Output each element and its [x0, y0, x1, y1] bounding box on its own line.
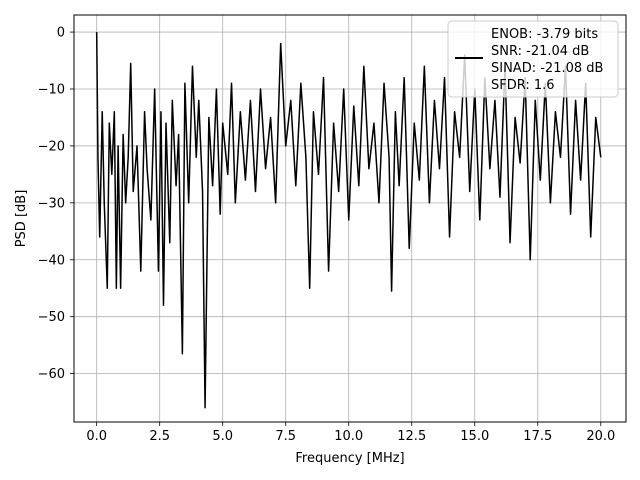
y-tick-label: 0	[57, 26, 65, 41]
y-tick-label: −20	[38, 139, 65, 154]
y-tick-label: −60	[38, 367, 65, 382]
y-tick-label: −30	[38, 196, 65, 211]
y-tick-label: −40	[38, 253, 65, 268]
x-tick-label: 0.0	[86, 429, 107, 444]
legend: ENOB: -3.79 bits SNR: -21.04 dB SINAD: -…	[447, 20, 619, 98]
y-axis-title: PSD [dB]	[14, 190, 29, 248]
x-tick-label: 12.5	[397, 429, 426, 444]
x-tick-label: 7.5	[275, 429, 296, 444]
plot-frame	[73, 14, 627, 423]
y-tick-label: −10	[38, 83, 65, 98]
psd-series-line	[95, 32, 602, 409]
y-tick-label: −50	[38, 310, 65, 325]
axis-ticks: 0.0 2.5 5.0 7.5 10.0 12.5 15.0 17.5 20.0 0 −10 −20 −…	[38, 26, 616, 444]
x-tick-label: 5.0	[212, 429, 233, 444]
legend-enob: ENOB: -3.79 bits	[491, 27, 598, 42]
legend-snr: SNR: -21.04 dB	[491, 44, 589, 59]
plot-data	[95, 32, 602, 409]
legend-box	[447, 20, 619, 98]
x-tick-label: 2.5	[149, 429, 170, 444]
x-axis-title: Frequency [MHz]	[295, 451, 404, 466]
x-tick-label: 15.0	[460, 429, 489, 444]
x-tick-label: 20.0	[586, 429, 615, 444]
x-tick-label: 17.5	[523, 429, 552, 444]
legend-sfdr: SFDR: 1.6	[491, 78, 555, 93]
legend-sinad: SINAD: -21.08 dB	[491, 61, 603, 76]
x-tick-label: 10.0	[334, 429, 363, 444]
